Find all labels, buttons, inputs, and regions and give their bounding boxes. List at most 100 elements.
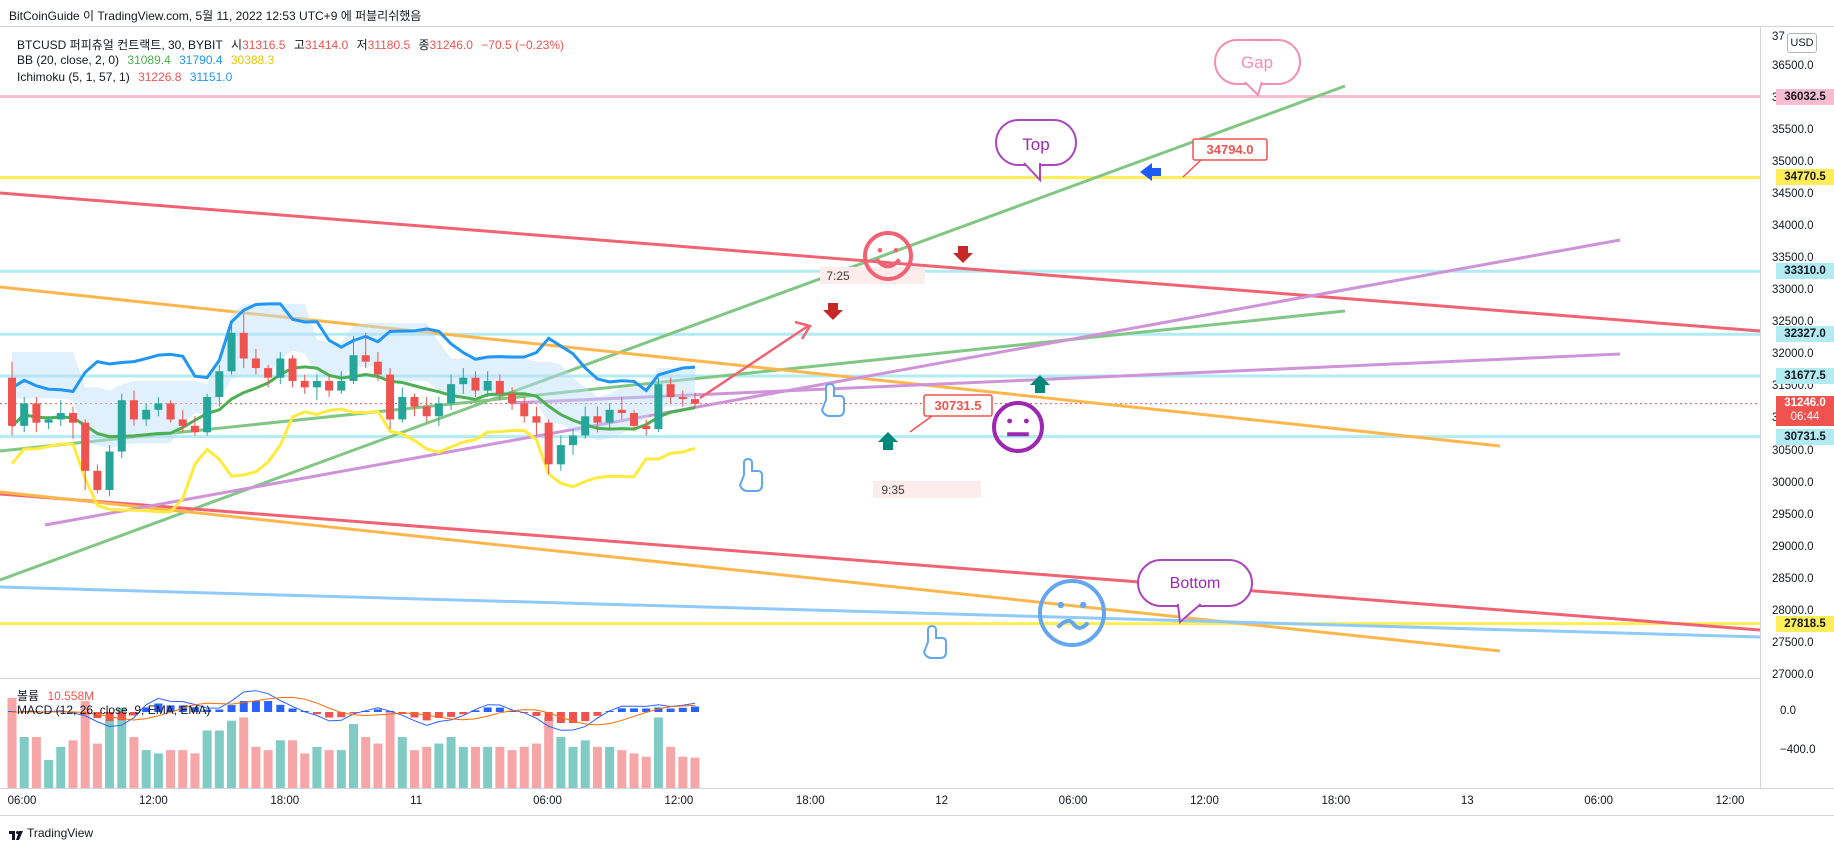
volume-bar — [288, 740, 298, 788]
callout-mid-leader — [909, 415, 933, 433]
trend-line — [509, 352, 1621, 405]
macd-histogram-bar — [605, 711, 614, 712]
macd-histogram-bar — [276, 704, 285, 712]
ichimoku-legend[interactable]: Ichimoku (5, 1, 57, 1) 31226.8 31151.0 — [17, 70, 237, 84]
macd-histogram-bar — [8, 711, 16, 712]
volume-bar — [117, 707, 127, 788]
candle-body — [532, 416, 541, 423]
projection-arrow-line — [699, 324, 809, 400]
trend-line — [0, 490, 1501, 653]
volume-bar — [361, 737, 371, 788]
candle-body — [447, 384, 456, 404]
trend-line — [0, 84, 1346, 582]
volume-bar — [239, 717, 249, 788]
time-tick-label: 12 — [935, 795, 949, 807]
volume-bar — [7, 697, 17, 788]
currency-button[interactable]: USD — [1787, 33, 1817, 53]
price-level-tag: 27818.5 — [1776, 615, 1834, 632]
neutral-face-icon-eye — [1024, 418, 1029, 424]
macd-histogram-bar — [483, 707, 492, 712]
volume-bar — [483, 746, 493, 788]
neutral-face-icon — [992, 401, 1044, 453]
volume-legend[interactable]: 볼륨 10.558M — [17, 687, 99, 704]
volume-bar — [653, 717, 663, 788]
volume-bar — [678, 756, 688, 788]
volume-bar — [324, 750, 334, 788]
volume-bar — [666, 746, 676, 788]
volume-bar — [153, 753, 163, 788]
macd-histogram-bar — [593, 712, 602, 716]
candle-body — [544, 422, 553, 465]
volume-bar — [349, 723, 358, 788]
candle-body — [678, 396, 687, 400]
volume-bar — [312, 746, 322, 788]
up-arrow-icon — [878, 432, 898, 450]
hand-pointer-icon — [738, 457, 763, 492]
candle-body — [666, 384, 675, 397]
bb-basis-value: 31089.4 — [127, 53, 171, 67]
symbol-title: BTCUSD 퍼피츄얼 컨트랙트, 30, BYBIT — [17, 38, 223, 52]
candle-body — [325, 380, 334, 391]
price-tick-label: 28000.0 — [1772, 604, 1814, 617]
top-label: Top — [1022, 135, 1049, 154]
price-tick-label: 34500.0 — [1772, 187, 1814, 200]
bb-legend[interactable]: BB (20, close, 2, 0) 31089.4 31790.4 303… — [17, 53, 279, 67]
macd-legend[interactable]: MACD (12, 26, close, 9, EMA, EMA) — [17, 703, 215, 717]
candle-body — [227, 332, 236, 372]
footer-brand[interactable]: TradingView — [9, 826, 94, 841]
candle-body — [251, 358, 260, 369]
candle-body — [361, 355, 370, 362]
macd-histogram-bar — [215, 709, 224, 712]
smile-face-icon-eye — [877, 247, 883, 253]
candle-body — [556, 445, 565, 465]
price-tick-label: 27500.0 — [1772, 637, 1814, 650]
volume-bar — [227, 720, 237, 788]
macd-histogram-bar — [642, 708, 651, 712]
volume-label: 볼륨 — [17, 689, 40, 703]
macd-histogram-bar — [422, 712, 431, 721]
candle-body — [422, 406, 431, 417]
candle-body — [93, 470, 102, 491]
low-label: 저 — [356, 38, 368, 52]
price-level-tag: 30731.5 — [1776, 428, 1834, 445]
volume-bar — [409, 750, 419, 788]
projection-arrow-head-icon — [794, 320, 812, 340]
trend-line — [0, 191, 1761, 333]
macd-histogram-bar — [325, 712, 334, 718]
candle-body — [654, 384, 663, 430]
volume-bar — [544, 717, 554, 788]
volume-bar — [495, 746, 505, 788]
time-tick-label: 18:00 — [795, 795, 825, 807]
macd-histogram-bar — [337, 712, 346, 718]
price-tick-label: 30000.0 — [1772, 476, 1814, 489]
high-label: 고 — [293, 38, 305, 52]
macd-histogram-bar — [691, 706, 699, 712]
change-value: −70.5 (−0.23%) — [481, 38, 564, 52]
candle-body — [129, 400, 138, 420]
macd-histogram-bar — [288, 708, 297, 712]
ichimoku-label: Ichimoku (5, 1, 57, 1) — [17, 70, 130, 84]
high-value: 31414.0 — [304, 38, 349, 52]
candle-body — [471, 377, 480, 391]
macd-histogram-bar — [386, 711, 395, 712]
volume-bar — [300, 753, 310, 788]
tradingview-logo-icon — [9, 829, 23, 841]
ichimoku-b-value: 31151.0 — [189, 70, 233, 84]
time-tick-label: 12:00 — [1190, 795, 1219, 807]
time-tick-label: 18:00 — [1321, 795, 1351, 807]
volume-bar — [214, 730, 224, 788]
price-level-tag: 31677.5 — [1776, 367, 1834, 384]
bb-basis-line — [10, 365, 696, 439]
bb-upper-line — [11, 302, 696, 394]
macd-histogram-bar — [251, 701, 260, 712]
footer-brand-text: TradingView — [27, 826, 94, 840]
volume-bar — [105, 720, 115, 788]
pane-separator[interactable] — [0, 678, 1760, 679]
candle-body — [68, 413, 77, 423]
volume-bar — [397, 737, 407, 788]
symbol-legend[interactable]: BTCUSD 퍼피츄얼 컨트랙트, 30, BYBIT 시31316.5 고31… — [17, 36, 569, 53]
candle-body — [630, 413, 639, 426]
macd-histogram-bar — [495, 707, 504, 712]
volume-bar — [531, 743, 541, 788]
